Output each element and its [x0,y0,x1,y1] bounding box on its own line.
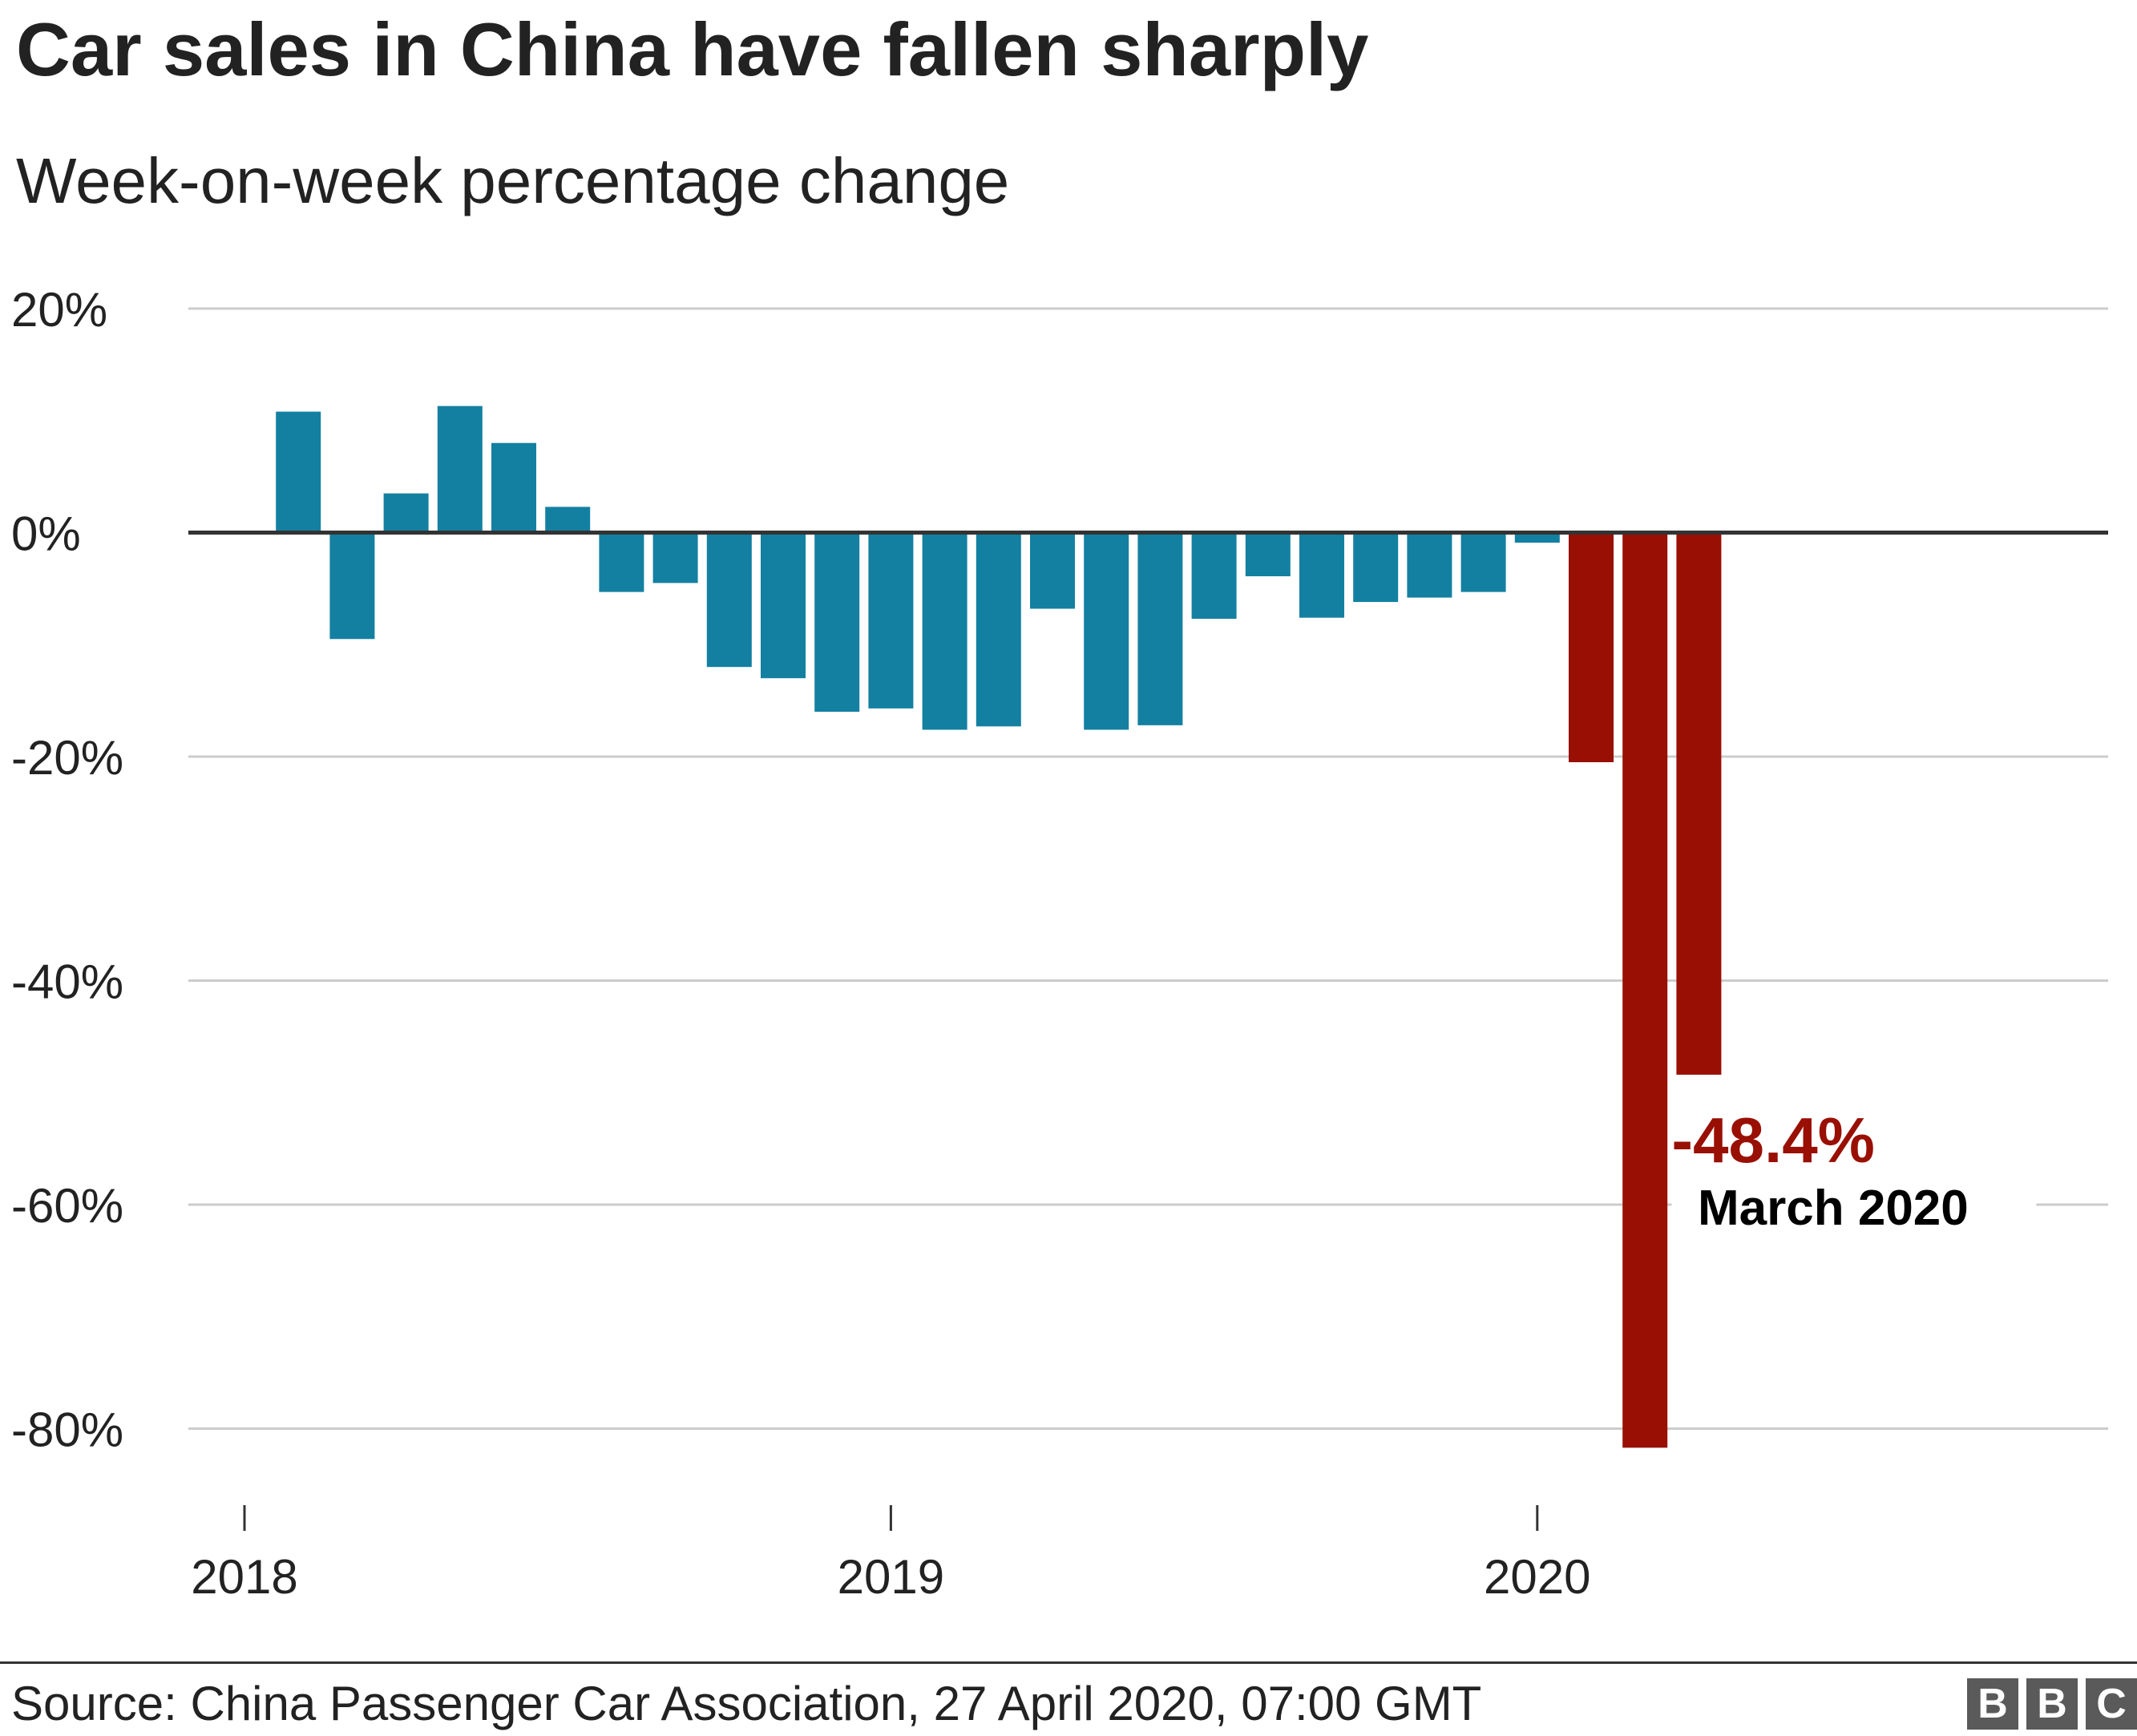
bar [922,532,968,730]
bar [1676,532,1722,1075]
bar [1569,532,1614,762]
chart-title: Car sales in China have fallen sharply [16,7,1369,91]
chart-subtitle: Week-on-week percentage change [16,145,1010,216]
bar [1622,532,1668,1448]
bar [1460,532,1506,592]
y-tick-label: -60% [11,1179,123,1233]
x-tick-label: 2019 [838,1550,944,1604]
bar [1084,532,1129,730]
footer-divider [0,1661,2137,1664]
bar [1514,532,1560,543]
bar [976,532,1021,727]
y-axis-ticks: 20% 0% -20% -40% -60% -80% [11,283,123,1457]
bar [1030,532,1075,609]
bar [1137,532,1183,725]
y-tick-label: 20% [11,283,107,337]
bar [599,532,644,592]
bbc-logo: B B C [1967,1678,2137,1730]
bar [652,532,698,583]
bbc-logo-letter: B [1967,1678,2018,1730]
bar [1245,532,1291,576]
x-tick-label: 2018 [191,1550,297,1604]
bar [437,406,483,533]
y-tick-label: 0% [11,507,81,561]
bbc-logo-letter: C [2086,1678,2137,1730]
bar [1353,532,1399,603]
bar [706,532,752,668]
y-tick-label: -80% [11,1403,123,1457]
bar [868,532,914,709]
bars [276,406,1722,1448]
annotation-label: March 2020 [1698,1181,1969,1236]
bar [276,411,321,533]
y-tick-label: -20% [11,731,123,785]
bar [1407,532,1452,598]
bar [814,532,860,713]
annotation-background [1671,1098,2037,1238]
bbc-logo-letter: B [2026,1678,2078,1730]
bar [383,493,429,533]
bar [545,507,591,533]
annotation: -48.4%March 2020 [1671,1098,2037,1238]
bar [1299,532,1344,618]
bar [491,442,536,533]
bar-chart: 20% 0% -20% -40% -60% -80% 2018 2019 2020 -48.4… [11,283,2108,1604]
x-tick-label: 2020 [1484,1550,1590,1604]
bar [329,532,375,640]
source-note: Source: China Passenger Car Association,… [11,1677,1482,1730]
annotation-value: -48.4% [1671,1104,1874,1176]
x-axis-ticks: 2018 2019 2020 [191,1505,1591,1604]
bar [761,532,806,679]
bar [1191,532,1237,620]
y-tick-label: -40% [11,955,123,1009]
